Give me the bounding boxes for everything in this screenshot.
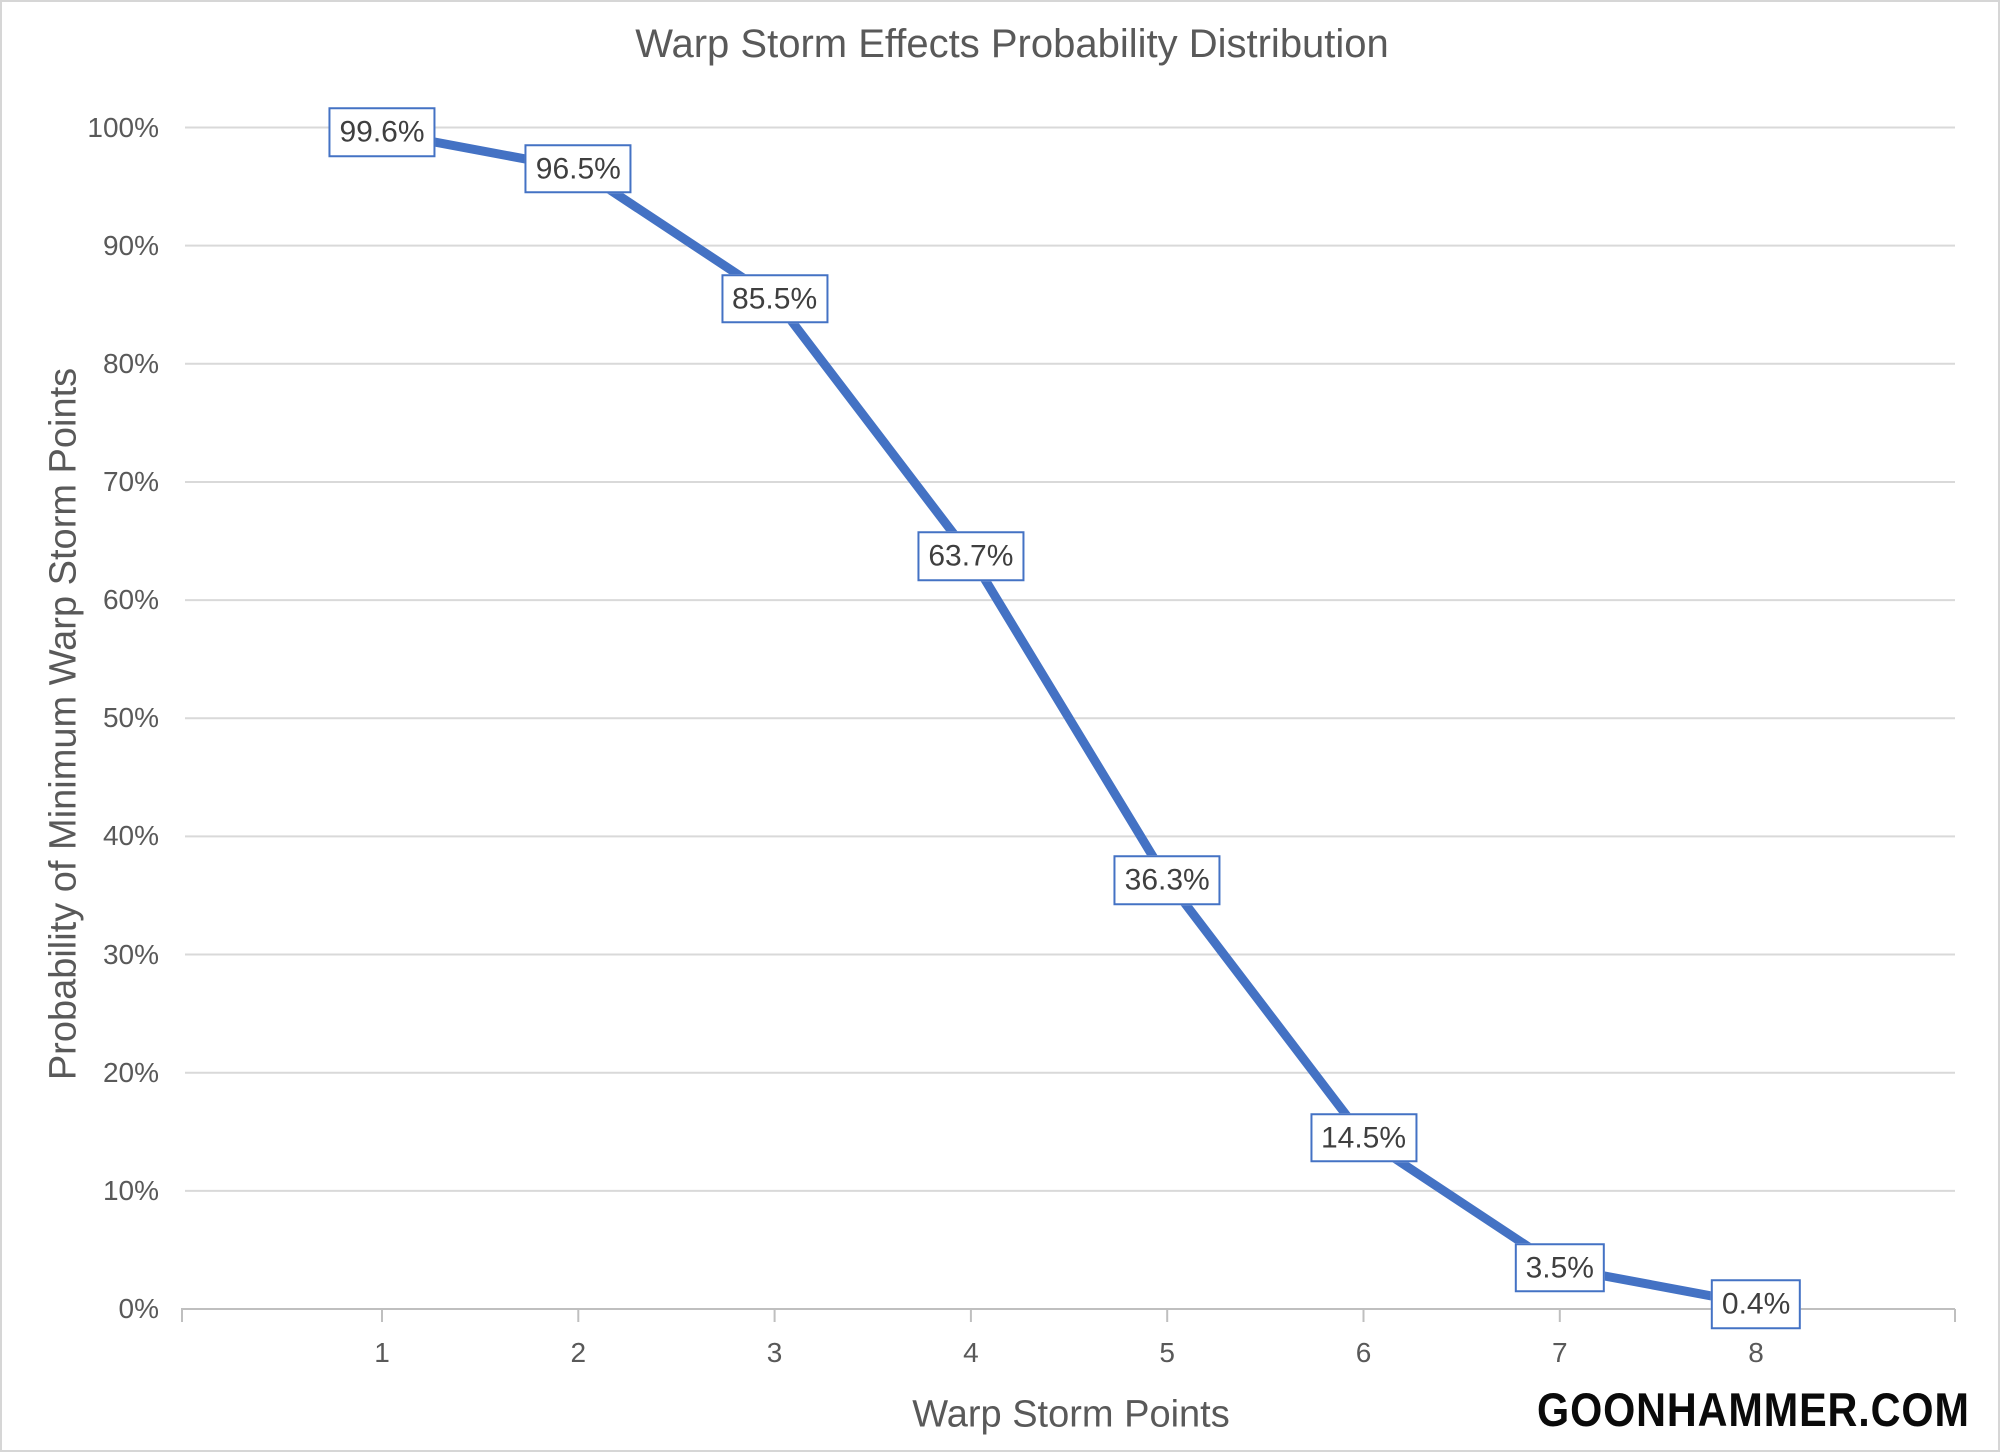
y-tick-label: 30% xyxy=(102,938,159,970)
x-tick-label: 4 xyxy=(963,1337,979,1368)
x-tick-label: 6 xyxy=(1355,1337,1372,1368)
watermark: GOONHAMMER.COM xyxy=(1537,1383,1970,1436)
data-label: 36.3% xyxy=(1113,855,1221,905)
data-label: 63.7% xyxy=(917,531,1025,582)
x-tick-label: 8 xyxy=(1748,1337,1764,1368)
y-tick-label: 70% xyxy=(102,465,159,497)
x-tick-label: 2 xyxy=(570,1337,587,1368)
x-tick-label: 3 xyxy=(766,1337,783,1368)
y-tick-label: 10% xyxy=(102,1174,159,1206)
data-label: 85.5% xyxy=(721,274,829,324)
chart-title: Warp Storm Effects Probability Distribut… xyxy=(635,22,1389,66)
y-tick-label: 20% xyxy=(102,1056,159,1088)
y-tick-label: 90% xyxy=(102,229,159,261)
x-tick-label: 5 xyxy=(1159,1337,1175,1368)
data-label: 99.6% xyxy=(328,107,436,157)
data-label: 14.5% xyxy=(1309,1112,1418,1163)
x-axis-title: Warp Storm Points xyxy=(912,1393,1230,1436)
y-tick-label: 50% xyxy=(102,702,159,734)
y-tick-label: 40% xyxy=(102,820,159,852)
data-label: 0.4% xyxy=(1710,1279,1802,1330)
y-tick-label: 0% xyxy=(118,1293,159,1324)
data-label: 96.5% xyxy=(524,144,632,194)
y-tick-label: 100% xyxy=(87,111,159,143)
y-tick-label: 80% xyxy=(102,347,159,379)
x-tick-label: 7 xyxy=(1552,1337,1568,1368)
x-tick-label: 1 xyxy=(374,1337,390,1368)
y-tick-label: 60% xyxy=(102,584,159,616)
data-label: 3.5% xyxy=(1514,1242,1605,1293)
